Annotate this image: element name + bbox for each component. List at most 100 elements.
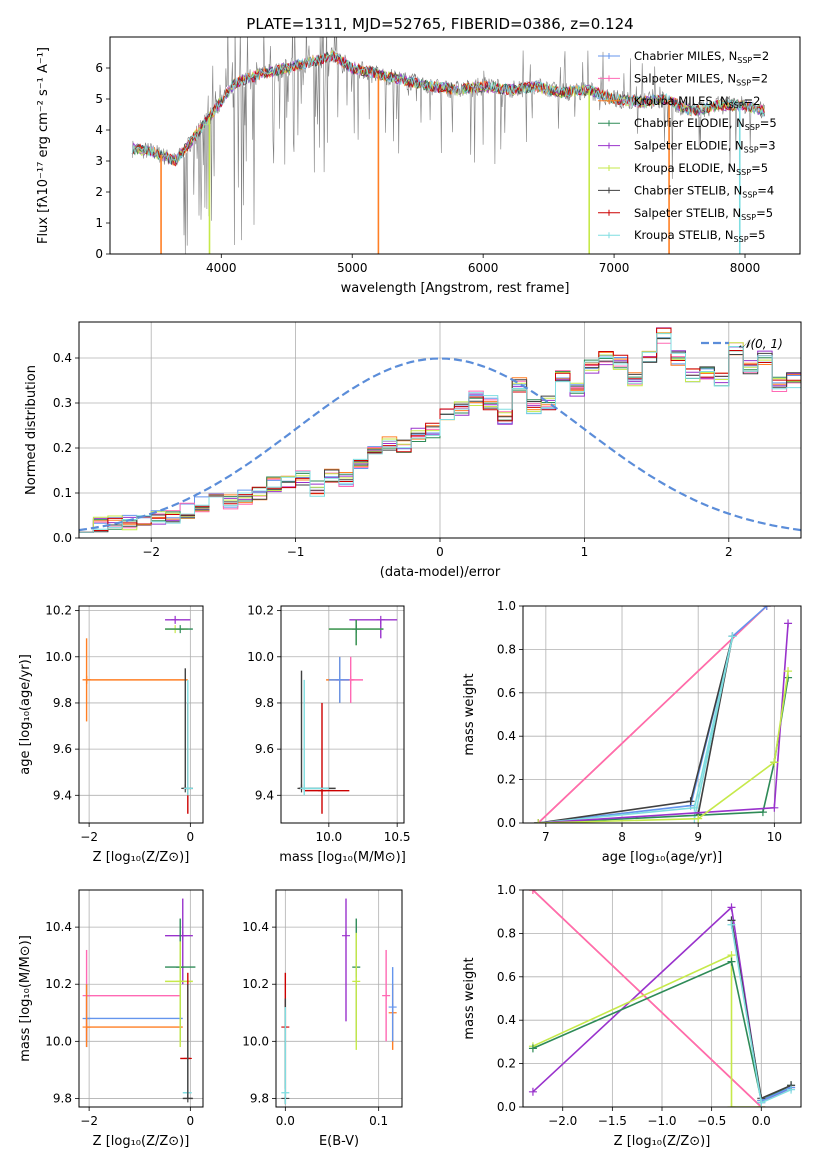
legend-suffix: =2 bbox=[744, 94, 761, 108]
x-tick-label: 1 bbox=[581, 545, 589, 559]
x-tick-label: 2 bbox=[725, 545, 733, 559]
axes-frame bbox=[78, 321, 802, 539]
y-axis-label: mass weight bbox=[462, 673, 477, 755]
x-tick-label: 7000 bbox=[599, 261, 630, 275]
data-point bbox=[784, 619, 793, 628]
y-tick-label: 5 bbox=[95, 92, 103, 106]
y-tick-label: 0.6 bbox=[497, 686, 516, 700]
weight-series-line bbox=[537, 606, 768, 823]
y-axis-label: mass [log₁₀(M/M⊙)] bbox=[18, 935, 33, 1062]
y-tick-label: 2 bbox=[95, 185, 103, 199]
x-tick-label: 8 bbox=[618, 830, 626, 844]
legend-text: Chabrier ELODIE, N bbox=[634, 116, 745, 130]
data-point bbox=[82, 675, 91, 684]
histogram-series bbox=[79, 332, 801, 533]
legend-subscript: SSP bbox=[745, 123, 760, 132]
x-tick-label: 10.5 bbox=[384, 830, 411, 844]
legend-entry: Salpeter MILES, NSSP=2 bbox=[634, 71, 768, 87]
data-point bbox=[352, 977, 361, 986]
legend-suffix: =5 bbox=[756, 206, 773, 220]
x-axis-label: Z [log₁₀(Z/Z⊙)] bbox=[614, 1134, 711, 1149]
x-tick-label: 8000 bbox=[730, 261, 761, 275]
mass-vs-ebv-panel: 0.0 0.1 9.8 10.0 10.2 10.4 E(B-V) bbox=[242, 889, 403, 1149]
y-tick-label: 10.4 bbox=[45, 920, 72, 934]
data-point bbox=[787, 1085, 796, 1094]
weight-series-line bbox=[532, 953, 762, 1107]
x-tick-label: 0.0 bbox=[752, 1114, 771, 1128]
plot-area bbox=[82, 898, 196, 1103]
axes-frame bbox=[275, 889, 403, 1108]
legend-entry: 𝒩(0, 1) bbox=[739, 337, 783, 351]
plot-area bbox=[528, 890, 796, 1107]
data-point bbox=[534, 819, 543, 823]
y-tick-label: 9.6 bbox=[53, 742, 72, 756]
y-axis-label: mass weight bbox=[462, 957, 477, 1039]
y-tick-label: 0.8 bbox=[497, 642, 516, 656]
y-tick-label: 10.0 bbox=[242, 1034, 269, 1048]
data-point bbox=[281, 1088, 290, 1097]
data-point bbox=[727, 903, 736, 912]
legend-text: Chabrier MILES, N bbox=[634, 49, 737, 63]
legend-text: Kroupa STELIB, N bbox=[634, 228, 734, 242]
y-tick-label: 10.2 bbox=[242, 977, 269, 991]
legend-entry: Kroupa MILES, NSSP=2 bbox=[634, 94, 760, 110]
data-point bbox=[762, 606, 771, 610]
data-point bbox=[528, 1087, 537, 1096]
legend-suffix: =2 bbox=[751, 71, 768, 85]
x-tick-label: 0 bbox=[187, 830, 195, 844]
x-axis-label: Z [log₁₀(Z/Z⊙)] bbox=[93, 850, 190, 865]
data-point bbox=[382, 991, 391, 1000]
y-tick-label: 10.0 bbox=[45, 1034, 72, 1048]
data-point bbox=[770, 803, 779, 812]
axes-frame bbox=[280, 605, 405, 824]
legend-entry: Chabrier ELODIE, NSSP=5 bbox=[634, 116, 777, 132]
y-tick-label: 10.0 bbox=[247, 650, 274, 664]
y-axis-label: age [log₁₀(age/yr)] bbox=[18, 654, 33, 775]
x-tick-label: 0 bbox=[187, 1114, 195, 1128]
x-tick-label: −0.5 bbox=[697, 1114, 726, 1128]
y-tick-label: 10.2 bbox=[45, 977, 72, 991]
axes-frame bbox=[78, 889, 204, 1108]
legend-subscript: SSP bbox=[736, 78, 751, 87]
x-tick-label: −1 bbox=[287, 545, 305, 559]
x-tick-label: −2 bbox=[80, 1114, 98, 1128]
x-tick-label: 7 bbox=[542, 830, 550, 844]
residual-histogram-panel: −2 −1 0 1 2 0.0 0.1 0.2 0.3 0.4 (data-model)/error… bbox=[24, 321, 802, 580]
x-tick-label: −1.5 bbox=[598, 1114, 627, 1128]
legend-text: Kroupa MILES, N bbox=[634, 94, 729, 108]
data-point bbox=[727, 920, 736, 929]
y-tick-label: 9.4 bbox=[255, 788, 274, 802]
age-vs-metallicity-panel: −2 0 9.4 9.6 9.8 10.0 10.2 Z [log₁₀(Z/Z⊙)] age [… bbox=[18, 604, 204, 865]
y-tick-label: 0.8 bbox=[497, 926, 516, 940]
x-tick-label: −2 bbox=[142, 545, 160, 559]
y-tick-label: 0.4 bbox=[497, 1013, 516, 1027]
legend-subscript: SSP bbox=[744, 146, 759, 155]
axes-frame bbox=[522, 889, 802, 1108]
legend-entry: Salpeter ELODIE, NSSP=3 bbox=[634, 139, 776, 155]
data-point bbox=[727, 957, 736, 966]
x-tick-label: 0 bbox=[436, 545, 444, 559]
legend-subscript: SSP bbox=[737, 56, 752, 65]
y-tick-label: 3 bbox=[95, 154, 103, 168]
legend-text: Kroupa ELODIE, N bbox=[634, 161, 736, 175]
weight-vs-metallicity-panel: −2.0 −1.5 −1.0 −0.5 0.0 0.0 0.2 0.4 0.6 0.8 1.0 Z [… bbox=[462, 883, 802, 1149]
plot-area bbox=[534, 606, 793, 823]
y-tick-label: 0.6 bbox=[497, 970, 516, 984]
figure-title: PLATE=1311, MJD=52765, FIBERID=0386, z=0… bbox=[246, 15, 633, 33]
y-axis-label: Normed distribution bbox=[24, 365, 39, 495]
legend-entry: Chabrier STELIB, NSSP=4 bbox=[634, 183, 774, 199]
data-point bbox=[728, 632, 737, 641]
x-axis-label: mass [log₁₀(M/M⊙)] bbox=[279, 850, 406, 865]
data-point bbox=[690, 803, 699, 812]
weight-series-line bbox=[538, 670, 789, 823]
data-point bbox=[758, 808, 767, 817]
data-point bbox=[82, 1023, 91, 1032]
axes-frame bbox=[78, 605, 204, 824]
y-tick-label: 0.3 bbox=[53, 396, 72, 410]
y-tick-label: 0 bbox=[95, 247, 103, 261]
plot-area bbox=[281, 898, 397, 1105]
y-tick-label: 0.0 bbox=[497, 816, 516, 830]
y-tick-label: 0.2 bbox=[53, 441, 72, 455]
y-tick-label: 10.0 bbox=[45, 650, 72, 664]
